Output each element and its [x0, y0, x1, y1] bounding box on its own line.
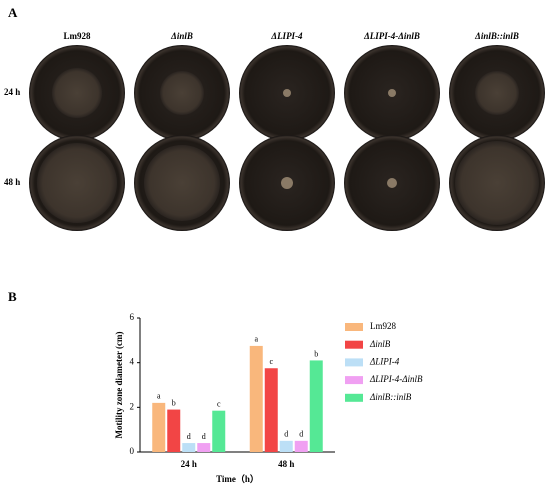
motility-zone: [283, 89, 291, 97]
significance-label: b: [172, 398, 176, 407]
significance-label: a: [254, 335, 258, 344]
bar: [182, 443, 196, 452]
legend-label: ΔinlB::inlB: [369, 392, 412, 402]
legend-swatch: [345, 340, 363, 349]
motility-zone: [144, 145, 220, 221]
y-tick-label: 4: [130, 357, 135, 367]
legend-swatch: [345, 358, 363, 367]
column-label: ΔinlB::inlB: [474, 31, 519, 41]
bar: [152, 402, 166, 452]
legend-swatch: [345, 323, 363, 331]
column-label: ΔinlB: [170, 31, 193, 41]
motility-zone: [160, 71, 204, 115]
legend-label: ΔLIPI-4-ΔinlB: [369, 374, 423, 384]
motility-zone: [475, 71, 519, 115]
row-label: 24 h: [4, 87, 20, 97]
bar: [279, 440, 293, 452]
bar: [294, 440, 308, 452]
y-axis-label: Motility zone diameter (cm): [114, 331, 124, 438]
significance-label: d: [299, 430, 303, 439]
bar: [197, 443, 211, 452]
panel-label: A: [8, 5, 18, 20]
y-tick-label: 0: [130, 446, 135, 456]
motility-zone: [387, 178, 397, 188]
x-tick-label: 24 h: [181, 459, 197, 469]
bar: [264, 368, 278, 452]
x-axis-label: Time（h）: [216, 474, 259, 484]
significance-label: c: [217, 400, 221, 409]
significance-label: d: [284, 430, 288, 439]
motility-zone: [52, 68, 102, 118]
y-tick-label: 6: [130, 312, 135, 322]
bar: [167, 409, 181, 452]
significance-label: d: [187, 432, 191, 441]
motility-zone: [388, 89, 396, 97]
bar: [212, 410, 226, 452]
legend-swatch: [345, 376, 363, 385]
significance-label: c: [269, 357, 273, 366]
row-label: 48 h: [4, 177, 20, 187]
motility-zone: [281, 177, 293, 189]
legend-swatch: [345, 393, 363, 402]
significance-label: d: [202, 432, 206, 441]
panel-label: B: [8, 289, 17, 304]
y-tick-label: 2: [130, 401, 135, 411]
motility-zone: [37, 143, 117, 223]
column-label: ΔLIPI-4-ΔinlB: [363, 31, 420, 41]
bar: [249, 345, 263, 452]
significance-label: a: [157, 392, 161, 401]
bar: [309, 360, 323, 452]
legend-label: ΔLIPI-4: [369, 356, 400, 366]
column-label: Lm928: [64, 31, 92, 41]
column-label: ΔLIPI-4: [270, 31, 303, 41]
legend-label: ΔinlB: [369, 339, 391, 349]
legend-label: Lm928: [370, 321, 396, 331]
motility-zone: [455, 141, 539, 225]
significance-label: b: [314, 349, 318, 358]
x-tick-label: 48 h: [278, 459, 294, 469]
